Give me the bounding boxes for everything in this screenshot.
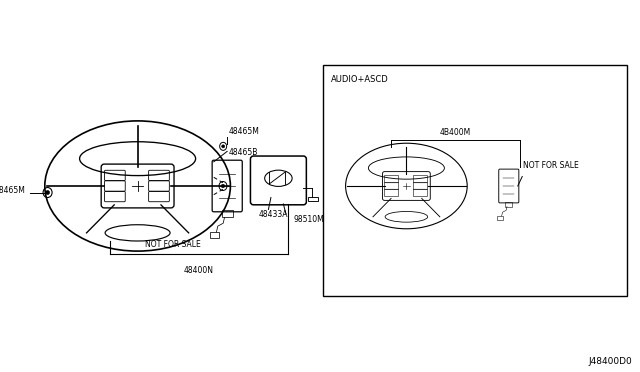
Text: NOT FOR SALE: NOT FOR SALE bbox=[523, 161, 579, 170]
Bar bbox=[222, 210, 232, 217]
Bar bbox=[308, 197, 318, 201]
Text: 98510M: 98510M bbox=[293, 215, 324, 224]
Text: 48400N: 48400N bbox=[184, 266, 214, 275]
Bar bbox=[497, 216, 504, 220]
Text: 48433A: 48433A bbox=[259, 210, 288, 219]
Text: NOT FOR SALE: NOT FOR SALE bbox=[145, 240, 201, 249]
Ellipse shape bbox=[221, 184, 225, 188]
Text: J48400D0: J48400D0 bbox=[588, 357, 632, 366]
Ellipse shape bbox=[221, 145, 225, 148]
Bar bbox=[505, 202, 513, 206]
Text: 48465M: 48465M bbox=[0, 186, 26, 195]
Text: 48465B: 48465B bbox=[228, 148, 257, 157]
Bar bbox=[323, 65, 627, 296]
Bar bbox=[210, 232, 219, 238]
Text: 4B400M: 4B400M bbox=[440, 128, 471, 137]
Text: 48465M: 48465M bbox=[228, 127, 259, 137]
Text: AUDIO+ASCD: AUDIO+ASCD bbox=[332, 75, 389, 84]
Ellipse shape bbox=[45, 190, 49, 195]
